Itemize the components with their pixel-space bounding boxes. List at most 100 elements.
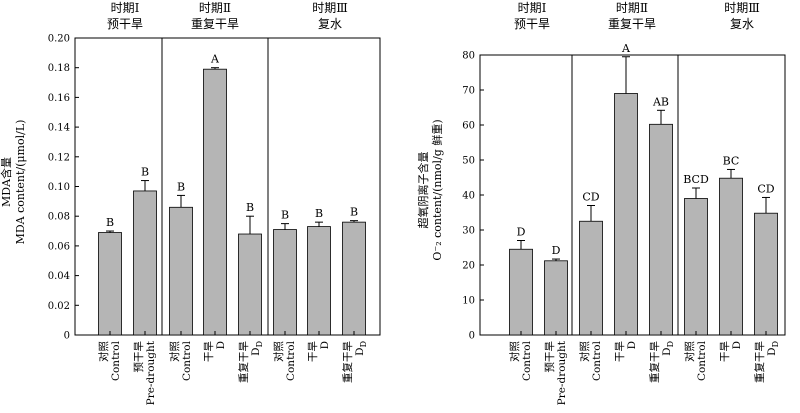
significance-letter: BC [723,154,740,167]
category-label-en-main: D [626,341,638,349]
y-tick-label: 0.04 [48,271,70,282]
period-subtitle: 复水 [318,17,342,31]
y-tick-label: 30 [462,226,475,237]
category-label-cn: 重复干旱 [753,341,766,383]
category-label-en-main: Control [696,340,708,381]
category-label-en-main: Control [591,340,603,381]
period-subtitle: 重复干旱 [191,17,239,31]
category-label-cn: 干旱 [719,341,731,362]
y-tick-label: 70 [462,86,475,97]
period-subtitle: 重复干旱 [608,17,656,31]
category-label-cn: 干旱 [307,341,319,362]
category-label-en-main: Pre-drought [145,340,157,405]
category-label-cn: 干旱 [203,341,215,362]
significance-letter: A [210,53,220,66]
significance-letter: B [315,207,323,220]
bar [719,177,743,336]
category-label-en-main: D [731,341,743,349]
category-label-cn: 重复干旱 [648,341,661,383]
bar [169,206,193,336]
bar [342,221,366,336]
period-title: 时期Ⅱ [199,1,231,15]
category-label-cn: 重复干旱 [341,341,354,383]
y-tick-label: 80 [462,51,475,62]
period-subtitle: 复水 [730,17,754,31]
category-label-en-main: D [215,341,227,349]
y-tick-label: 0.20 [48,34,70,45]
category-label-en: DD [354,341,368,356]
significance-letter: CD [757,182,774,195]
category-label-en: DD [250,341,264,356]
category-label-en: D [626,341,638,349]
category-label-en: Pre-drought [145,340,157,405]
bar [509,248,533,336]
y-tick-label: 0.10 [48,182,70,193]
significance-letter: B [281,209,289,222]
category-label-en: Control [696,340,708,381]
significance-letter: B [350,206,358,219]
y-tick-label: 0 [64,331,70,342]
superoxide-chart: 0 10 20 30 40 50 60 70 80 超氧阴离子含量 O⁻₂ content/(nmo… [416,1,786,405]
bar [307,226,331,336]
significance-letter: B [246,201,254,214]
category-label-en-main: D [319,341,331,349]
category-label-en: D [319,341,331,349]
bar [579,220,603,336]
period-title: 时期Ⅲ [312,1,348,15]
bar [684,198,708,336]
category-label-cn: 重复干旱 [237,341,250,383]
category-label-en: D [215,341,227,349]
y-tick-label: 60 [462,121,475,132]
y-tick-label: 0 [469,331,475,342]
category-label-en-subscript: D [666,341,675,347]
significance-letter: BCD [683,173,709,186]
y-tick-label: 0.16 [48,93,70,104]
mda-chart: 0 0.02 0.04 0.06 0.08 0.10 0.12 0.14 0.16 0.18 0.2… [0,1,381,405]
category-label-en: Pre-drought [556,340,568,405]
significance-letter: D [517,226,526,239]
y-tick-label: 20 [462,261,475,272]
category-label-en: Control [521,340,533,381]
category-label-cn: 对照 [272,341,285,362]
category-label-en-main: Control [521,340,533,381]
y-tick-label: 0.06 [48,241,70,252]
period-title: 时期Ⅲ [724,1,760,15]
significance-letter: B [141,166,149,179]
period-subtitle: 预干旱 [107,17,143,31]
category-label-en-subscript: D [255,341,264,347]
category-label-en-main: D [661,347,673,355]
category-label-en-main: D [766,347,778,355]
category-label-en: DD [661,341,675,356]
y-axis-title-cn: 超氧阴离子含量 [416,152,430,229]
category-label-en: DD [766,341,780,356]
category-label-cn: 对照 [97,341,110,362]
y-tick-label: 10 [462,296,475,307]
category-label-en-main: Control [110,340,122,381]
y-tick-label: 50 [462,156,475,167]
period-title: 时期Ⅱ [616,1,648,15]
y-axis-title-cn: MDA含量 [0,157,13,207]
category-label-en: Control [591,340,603,381]
significance-letter: B [177,180,185,193]
category-label-en-main: Pre-drought [556,340,568,405]
period-subtitle: 预干旱 [514,17,550,31]
bar [273,229,297,336]
y-tick-label: 0.14 [48,123,70,134]
bar [544,260,568,336]
category-label-cn: 对照 [168,341,181,362]
category-label-cn: 对照 [683,341,696,362]
category-label-cn: 干旱 [614,341,626,362]
y-axis-title-en: O⁻₂ content/(nmol/g 鲜重) [430,119,444,260]
category-label-en-main: Control [181,340,193,381]
category-label-cn: 预干旱 [133,341,145,373]
bar [98,232,122,336]
bar [614,93,638,336]
category-label-en-main: D [354,347,366,355]
category-label-en: Control [285,340,297,381]
bar [754,212,778,336]
period-title: 时期Ⅰ [518,1,547,15]
category-label-cn: 对照 [508,341,521,362]
y-tick-label: 0.08 [48,212,70,223]
